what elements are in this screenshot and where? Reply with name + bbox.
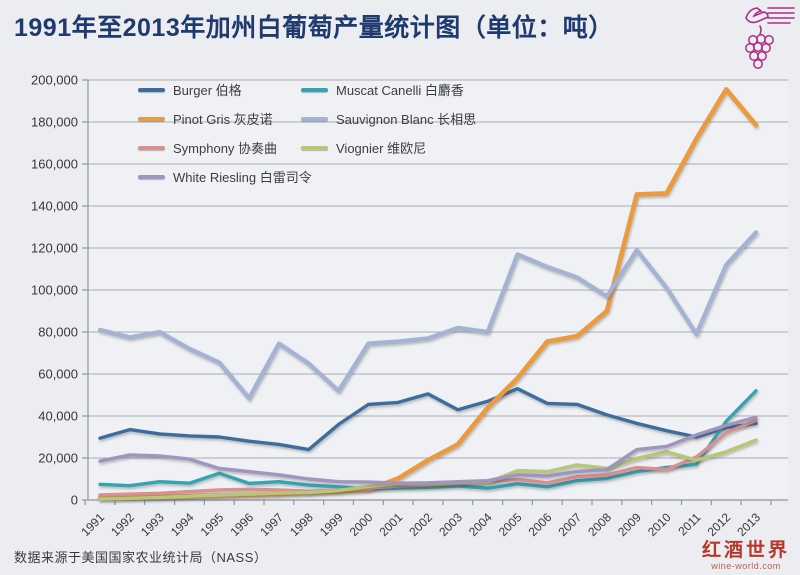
- axes: [82, 79, 788, 505]
- brand-name: 红酒世界: [701, 540, 790, 561]
- legend-label: White Riesling 白雷司令: [173, 170, 312, 185]
- svg-text:2004: 2004: [466, 510, 495, 539]
- svg-text:120,000: 120,000: [31, 241, 78, 256]
- svg-text:200,000: 200,000: [31, 73, 78, 88]
- svg-text:2007: 2007: [555, 510, 584, 539]
- header: 1991年至2013年加州白葡萄产量统计图（单位：吨）: [0, 0, 800, 70]
- legend-label: Sauvignon Blanc 长相思: [336, 112, 477, 127]
- brand-text: 红酒世界 wine-world.com: [702, 541, 790, 571]
- svg-text:100,000: 100,000: [31, 283, 78, 298]
- legend-label: Burger 伯格: [173, 83, 242, 98]
- legend-swatch-icon: [138, 145, 165, 150]
- grape-logo-icon: [745, 7, 795, 69]
- svg-text:1997: 1997: [257, 510, 286, 539]
- svg-text:2008: 2008: [585, 510, 614, 539]
- legend-item-muscat-canelli: Muscat Canelli 白麝香: [301, 80, 476, 99]
- svg-text:2013: 2013: [734, 510, 763, 539]
- legend-swatch-icon: [301, 145, 328, 150]
- series-line-sauvignon-blanc: [97, 230, 759, 401]
- svg-text:1992: 1992: [108, 510, 137, 539]
- svg-text:2003: 2003: [436, 510, 465, 539]
- svg-text:2011: 2011: [675, 510, 703, 538]
- brand-domain: wine-world.com: [711, 561, 781, 571]
- y-axis-labels: 0 20,000 40,000 60,000 80,000 100,000 120,000 1…: [31, 73, 78, 508]
- x-axis-labels: 1991 1992 1993 1994 1995 1996 1997 1998 1999 2000…: [78, 510, 763, 539]
- source-note: 数据来源于美国国家农业统计局（NASS）: [14, 550, 268, 565]
- legend-label: Viognier 维欧尼: [336, 141, 427, 156]
- svg-text:2010: 2010: [645, 510, 674, 539]
- svg-text:2006: 2006: [526, 510, 555, 539]
- svg-text:160,000: 160,000: [31, 157, 78, 172]
- svg-text:2012: 2012: [705, 510, 734, 539]
- legend-item-viognier: Viognier 维欧尼: [301, 138, 476, 157]
- legend-swatch-icon: [138, 116, 165, 121]
- svg-text:40,000: 40,000: [38, 409, 78, 424]
- svg-text:2009: 2009: [615, 510, 644, 539]
- legend-swatch-icon: [301, 87, 328, 92]
- chart-legend: Burger 伯格 Muscat Canelli 白麝香 Pinot Gris 灰皮…: [138, 80, 476, 186]
- svg-text:1994: 1994: [168, 510, 197, 539]
- svg-text:1991: 1991: [78, 510, 107, 539]
- legend-item-symphony: Symphony 协奏曲: [138, 138, 301, 157]
- svg-text:1993: 1993: [138, 510, 167, 539]
- svg-text:180,000: 180,000: [31, 115, 78, 130]
- svg-text:1998: 1998: [287, 510, 316, 539]
- svg-text:60,000: 60,000: [38, 367, 78, 382]
- svg-text:2002: 2002: [406, 510, 435, 539]
- legend-swatch-icon: [138, 87, 165, 92]
- legend-label: Symphony 协奏曲: [173, 141, 278, 156]
- legend-item-white-riesling: White Riesling 白雷司令: [138, 167, 312, 186]
- series-line-white-riesling: [98, 415, 758, 485]
- footer: 数据来源于美国国家农业统计局（NASS） 红酒世界 wine-world.com: [0, 541, 800, 575]
- svg-text:140,000: 140,000: [31, 199, 78, 214]
- legend-swatch-icon: [138, 174, 165, 179]
- svg-text:1999: 1999: [317, 510, 346, 539]
- series-line-burger: [98, 387, 758, 452]
- svg-text:1995: 1995: [198, 510, 227, 539]
- svg-text:1996: 1996: [227, 510, 256, 539]
- svg-text:2000: 2000: [347, 510, 376, 539]
- page-title: 1991年至2013年加州白葡萄产量统计图（单位：吨）: [14, 14, 614, 42]
- svg-text:2005: 2005: [496, 510, 525, 539]
- y-gridlines: [88, 79, 788, 459]
- legend-item-sauvignon-blanc: Sauvignon Blanc 长相思: [301, 109, 476, 128]
- svg-text:0: 0: [71, 493, 78, 508]
- series-line-muscat-canelli: [98, 389, 758, 491]
- svg-text:80,000: 80,000: [38, 325, 78, 340]
- svg-text:2001: 2001: [377, 510, 406, 539]
- legend-label: Pinot Gris 灰皮诺: [173, 112, 273, 127]
- legend-item-pinot-gris: Pinot Gris 灰皮诺: [138, 109, 301, 128]
- svg-text:20,000: 20,000: [38, 451, 78, 466]
- legend-label: Muscat Canelli 白麝香: [336, 83, 464, 98]
- legend-item-burger: Burger 伯格: [138, 80, 301, 99]
- legend-swatch-icon: [301, 116, 328, 121]
